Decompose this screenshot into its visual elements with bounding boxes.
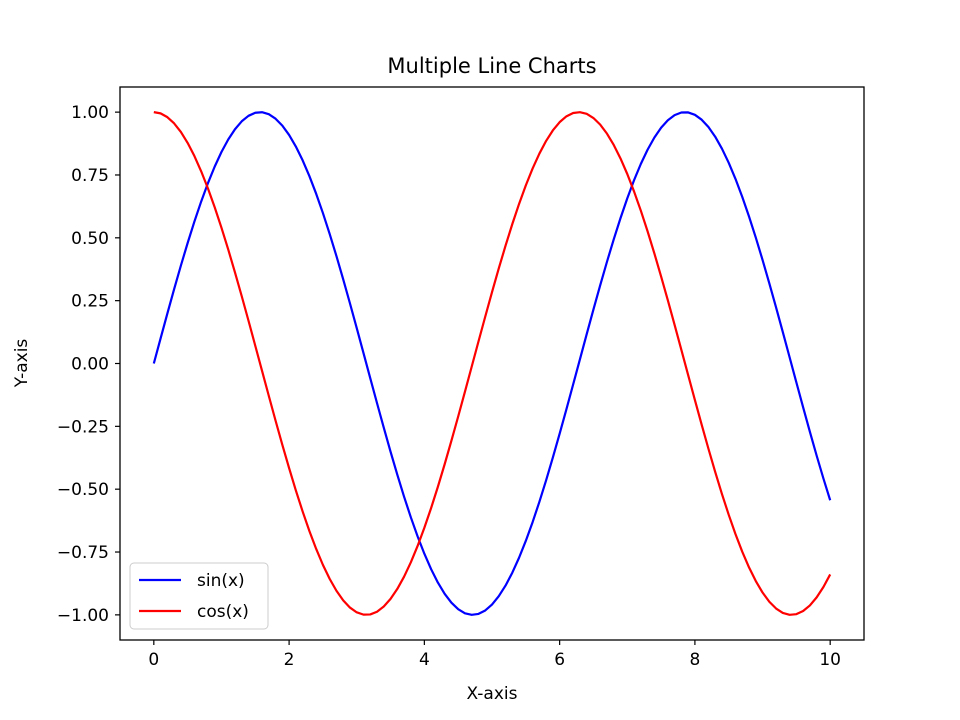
y-tick-label: 0.75	[71, 166, 109, 186]
y-axis-label: Y-axis	[12, 339, 32, 389]
plot-area-frame	[119, 86, 865, 641]
y-axis-ticks: 1.00 0.75 0.50 0.25 0.00 −0.25 −0.50 −0.75 −1.00	[57, 103, 120, 626]
x-axis-ticks: 0 2 4 6 8 10	[148, 640, 841, 670]
x-tick-label: 2	[284, 650, 295, 670]
y-tick-label: 0.50	[71, 229, 109, 249]
legend-label-cos: cos(x)	[197, 602, 249, 622]
y-tick-label: −0.25	[57, 417, 109, 437]
chart-title: Multiple Line Charts	[387, 54, 596, 78]
y-tick-label: −0.50	[57, 480, 109, 500]
series-line-sin	[152, 111, 832, 616]
x-tick-label: 4	[419, 650, 430, 670]
y-tick-label: 1.00	[71, 103, 109, 123]
legend: sin(x) cos(x)	[129, 562, 269, 630]
series-layer	[152, 111, 832, 616]
x-tick-label: 0	[148, 650, 159, 670]
x-axis-label: X-axis	[467, 684, 518, 704]
x-tick-label: 6	[554, 650, 565, 670]
x-tick-label: 10	[819, 650, 841, 670]
y-tick-label: −1.00	[57, 606, 109, 626]
y-tick-label: −0.75	[57, 543, 109, 563]
x-tick-label: 8	[689, 650, 700, 670]
y-tick-label: 0.00	[71, 355, 109, 375]
series-line-cos	[153, 111, 832, 616]
legend-label-sin: sin(x)	[197, 571, 245, 591]
y-tick-label: 0.25	[71, 292, 109, 312]
